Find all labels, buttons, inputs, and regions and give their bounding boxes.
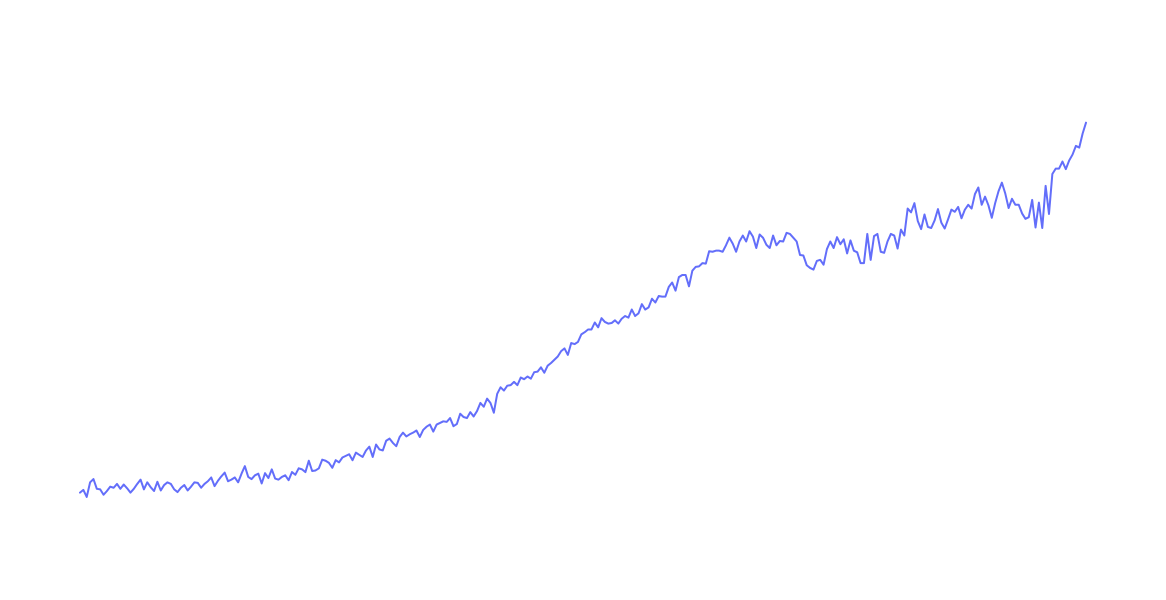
series-line-0	[79, 121, 1087, 498]
series-layer	[79, 121, 1087, 498]
